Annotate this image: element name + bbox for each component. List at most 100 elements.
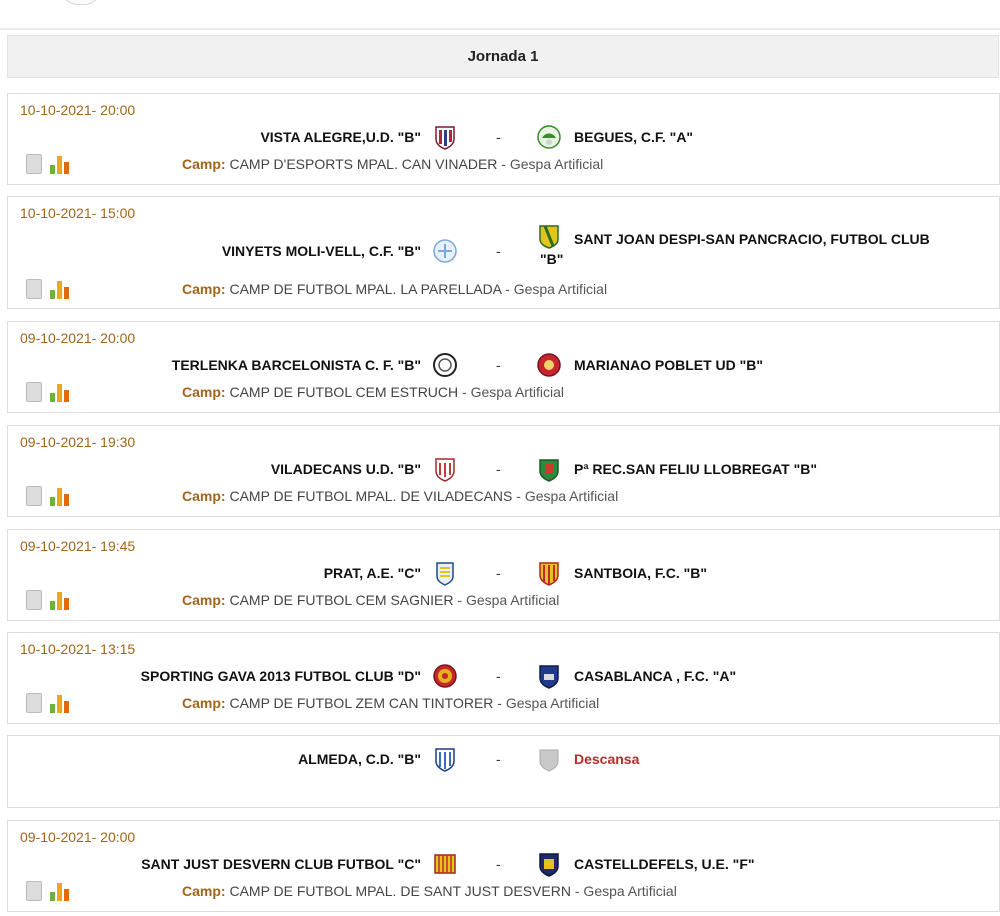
venue-name[interactable]: CAMP DE FUTBOL CEM SAGNIER — [229, 592, 454, 608]
camp-label: Camp: — [182, 384, 226, 400]
vs-separator: - — [496, 668, 501, 684]
home-team[interactable]: VINYETS MOLI-VELL, C.F. "B" — [221, 243, 421, 259]
vs-separator: - — [496, 129, 501, 145]
venue: Camp: CAMP DE FUTBOL CEM SAGNIER - Gespa… — [182, 592, 559, 608]
stats-icons[interactable] — [26, 587, 74, 612]
home-team[interactable]: PRAT, A.E. "C" — [323, 565, 421, 581]
camp-label: Camp: — [182, 883, 226, 899]
away-crest-icon — [537, 353, 561, 377]
away-team[interactable]: Pª REC.SAN FELIU LLOBREGAT "B" — [574, 461, 817, 477]
vs-separator: - — [496, 461, 501, 477]
match-date: 09-10-2021- 19:30 — [20, 434, 136, 450]
stats-bars-icon[interactable] — [50, 704, 55, 713]
venue-name[interactable]: CAMP DE FUTBOL MPAL. DE SANT JUST DESVER… — [229, 883, 571, 899]
away-crest-icon — [537, 125, 561, 149]
venue: Camp: CAMP DE FUTBOL MPAL. DE SANT JUST … — [182, 883, 677, 899]
away-crest-icon — [539, 225, 559, 249]
home-crest-icon — [435, 458, 455, 482]
match-date: 09-10-2021- 20:00 — [20, 330, 136, 346]
venue-surface: - Gespa Artificial — [453, 592, 560, 608]
venue: Camp: CAMP D'ESPORTS MPAL. CAN VINADER -… — [182, 156, 603, 172]
camp-label: Camp: — [182, 592, 226, 608]
venue-name[interactable]: CAMP D'ESPORTS MPAL. CAN VINADER — [229, 156, 498, 172]
match-card[interactable]: ALMEDA, C.D. "B" - Descansa — [7, 735, 1000, 808]
jornada-header: Jornada 1 — [7, 35, 999, 78]
match-date: 09-10-2021- 20:00 — [20, 829, 136, 845]
match-date: 10-10-2021- 20:00 — [20, 102, 136, 118]
home-crest-icon — [435, 126, 455, 150]
venue-surface: - Gespa Artificial — [497, 156, 604, 172]
home-team[interactable]: VILADECANS U.D. "B" — [270, 461, 421, 477]
document-icon[interactable] — [26, 151, 46, 174]
match-date: 09-10-2021- 19:45 — [20, 538, 136, 554]
vs-separator: - — [496, 357, 501, 373]
camp-label: Camp: — [182, 156, 226, 172]
document-icon[interactable] — [26, 587, 46, 610]
stats-icons[interactable] — [26, 878, 74, 903]
stats-icons[interactable] — [26, 690, 74, 715]
venue: Camp: CAMP DE FUTBOL CEM ESTRUCH - Gespa… — [182, 384, 564, 400]
home-team[interactable]: VISTA ALEGRE,U.D. "B" — [260, 129, 421, 145]
stats-bars-icon[interactable] — [50, 290, 55, 299]
match-card[interactable]: 09-10-2021- 20:00 TERLENKA BARCELONISTA … — [7, 321, 1000, 413]
match-card[interactable]: 09-10-2021- 20:00 SANT JUST DESVERN CLUB… — [7, 820, 1000, 912]
home-crest-icon — [433, 353, 457, 377]
logo-partial — [62, 0, 100, 5]
home-crest-icon — [436, 562, 454, 586]
stats-icons[interactable] — [26, 379, 74, 404]
stats-bars-icon[interactable] — [50, 601, 55, 610]
venue-surface: - Gespa Artificial — [458, 384, 564, 400]
match-card[interactable]: 10-10-2021- 20:00 VISTA ALEGRE,U.D. "B" … — [7, 93, 1000, 185]
document-icon[interactable] — [26, 379, 46, 402]
venue-name[interactable]: CAMP DE FUTBOL MPAL. DE VILADECANS — [229, 488, 513, 504]
venue-name[interactable]: CAMP DE FUTBOL MPAL. LA PARELLADA — [229, 281, 502, 297]
venue-name[interactable]: CAMP DE FUTBOL CEM ESTRUCH — [229, 384, 459, 400]
match-date: 10-10-2021- 15:00 — [20, 205, 136, 221]
venue: Camp: CAMP DE FUTBOL ZEM CAN TINTORER - … — [182, 695, 599, 711]
home-team[interactable]: TERLENKA BARCELONISTA C. F. "B" — [171, 357, 421, 373]
stats-bars-icon[interactable] — [50, 165, 55, 174]
camp-label: Camp: — [182, 488, 226, 504]
camp-label: Camp: — [182, 281, 226, 297]
away-crest-icon — [539, 562, 559, 586]
away-team[interactable]: SANTBOIA, F.C. "B" — [574, 565, 708, 581]
match-card[interactable]: 10-10-2021- 15:00 VINYETS MOLI-VELL, C.F… — [7, 196, 1000, 309]
stats-icons[interactable] — [26, 483, 74, 508]
home-team[interactable]: SANT JUST DESVERN CLUB FUTBOL "C" — [141, 856, 421, 872]
away-team[interactable]: BEGUES, C.F. "A" — [574, 129, 694, 145]
away-team-line2: "B" — [540, 251, 564, 267]
away-team-line1: SANT JOAN DESPI-SAN PANCRACIO, FUTBOL CL… — [574, 231, 930, 247]
vs-separator: - — [496, 751, 501, 767]
away-team[interactable]: MARIANAO POBLET UD "B" — [574, 357, 764, 373]
divider — [0, 28, 1000, 30]
venue-surface: - Gespa Artificial — [570, 883, 677, 899]
venue: Camp: CAMP DE FUTBOL MPAL. DE VILADECANS… — [182, 488, 618, 504]
match-card[interactable]: 09-10-2021- 19:30 VILADECANS U.D. "B" - … — [7, 425, 1000, 517]
home-team[interactable]: SPORTING GAVA 2013 FUTBOL CLUB "D" — [140, 668, 421, 684]
match-card[interactable]: 10-10-2021- 13:15 SPORTING GAVA 2013 FUT… — [7, 632, 1000, 724]
document-icon[interactable] — [26, 690, 46, 713]
venue-surface: - Gespa Artificial — [501, 281, 608, 297]
document-icon[interactable] — [26, 878, 46, 901]
match-card[interactable]: 09-10-2021- 19:45 PRAT, A.E. "C" - SANTB… — [7, 529, 1000, 621]
stats-icons[interactable] — [26, 151, 74, 176]
venue-surface: - Gespa Artificial — [512, 488, 619, 504]
vs-separator: - — [496, 856, 501, 872]
away-team[interactable]: CASTELLDEFELS, U.E. "F" — [574, 856, 755, 872]
venue-name[interactable]: CAMP DE FUTBOL ZEM CAN TINTORER — [229, 695, 494, 711]
away-team[interactable]: SANT JOAN DESPI-SAN PANCRACIO, FUTBOL CL… — [540, 227, 930, 266]
stats-icons[interactable] — [26, 276, 74, 301]
stats-bars-icon[interactable] — [50, 497, 55, 506]
document-icon[interactable] — [26, 276, 46, 299]
away-crest-icon — [539, 459, 559, 482]
home-team[interactable]: ALMEDA, C.D. "B" — [298, 751, 421, 767]
document-icon[interactable] — [26, 483, 46, 506]
match-date: 10-10-2021- 13:15 — [20, 641, 136, 657]
away-team[interactable]: CASABLANCA , F.C. "A" — [574, 668, 737, 684]
stats-bars-icon[interactable] — [50, 892, 55, 901]
top-strip — [0, 0, 1000, 30]
stats-bars-icon[interactable] — [50, 393, 55, 402]
rest-label: Descansa — [574, 751, 640, 767]
home-crest-icon — [433, 239, 457, 263]
vs-separator: - — [496, 565, 501, 581]
